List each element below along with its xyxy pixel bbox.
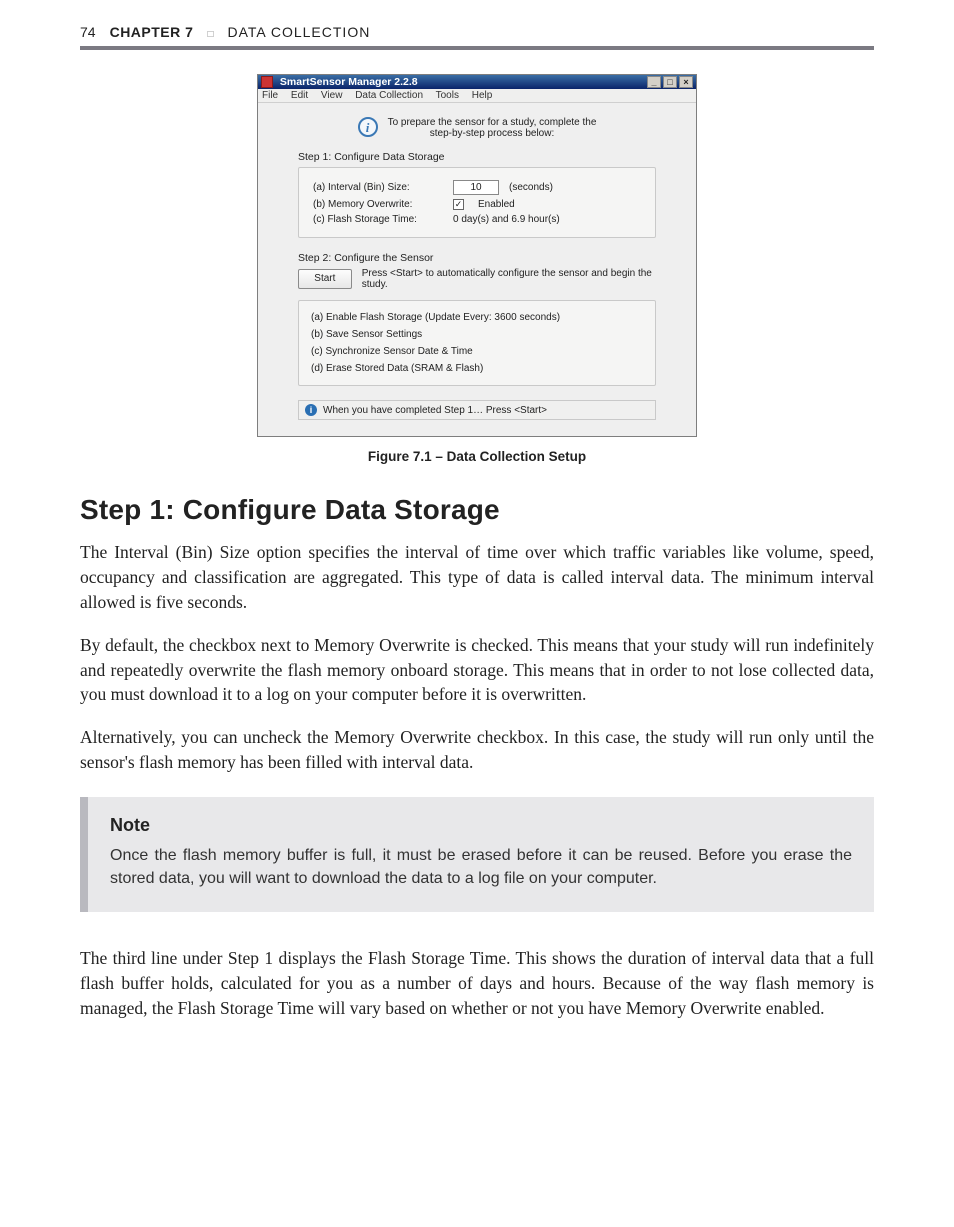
- interval-input[interactable]: 10: [453, 180, 499, 195]
- info-text-1: To prepare the sensor for a study, compl…: [388, 117, 597, 128]
- status-info-icon: i: [305, 404, 317, 416]
- window-titlebar: SmartSensor Manager 2.2.8 _ □ ×: [258, 75, 696, 89]
- status-text: When you have completed Step 1… Press <S…: [323, 405, 547, 416]
- note-body: Once the flash memory buffer is full, it…: [110, 844, 852, 890]
- overwrite-checkbox[interactable]: ✓: [453, 199, 464, 210]
- app-icon: [261, 76, 273, 88]
- para-2: By default, the checkbox next to Memory …: [80, 633, 874, 708]
- menu-help[interactable]: Help: [472, 90, 493, 101]
- interval-label: (a) Interval (Bin) Size:: [313, 182, 443, 193]
- menu-data-collection[interactable]: Data Collection: [355, 90, 423, 101]
- separator-icon: □: [207, 29, 213, 40]
- page-number: 74: [80, 24, 96, 40]
- running-header: 74 CHAPTER 7 □ DATA COLLECTION: [80, 24, 874, 40]
- step2-substeps: (a) Enable Flash Storage (Update Every: …: [298, 300, 656, 386]
- menu-file[interactable]: File: [262, 90, 278, 101]
- section-label: DATA COLLECTION: [227, 24, 370, 40]
- info-banner: i To prepare the sensor for a study, com…: [280, 117, 674, 139]
- maximize-button[interactable]: □: [663, 76, 677, 88]
- menu-view[interactable]: View: [321, 90, 343, 101]
- para-3: Alternatively, you can uncheck the Memor…: [80, 725, 874, 775]
- figure-screenshot: SmartSensor Manager 2.2.8 _ □ × File Edi…: [257, 74, 697, 437]
- note-title: Note: [110, 815, 852, 836]
- minimize-button[interactable]: _: [647, 76, 661, 88]
- storage-time-value: 0 day(s) and 6.9 hour(s): [453, 214, 560, 225]
- storage-time-label: (c) Flash Storage Time:: [313, 214, 443, 225]
- section-heading: Step 1: Configure Data Storage: [80, 494, 874, 526]
- info-icon: i: [358, 117, 378, 137]
- status-bar: i When you have completed Step 1… Press …: [298, 400, 656, 420]
- window-title: SmartSensor Manager 2.2.8: [280, 76, 418, 88]
- window-client-area: i To prepare the sensor for a study, com…: [258, 103, 696, 436]
- step2c: (c) Synchronize Sensor Date & Time: [311, 343, 643, 360]
- interval-unit: (seconds): [509, 182, 553, 193]
- menu-edit[interactable]: Edit: [291, 90, 308, 101]
- app-window: SmartSensor Manager 2.2.8 _ □ × File Edi…: [257, 74, 697, 437]
- header-rule: [80, 46, 874, 50]
- step1-group: (a) Interval (Bin) Size: 10 (seconds) (b…: [298, 167, 656, 238]
- chapter-label: CHAPTER 7: [110, 24, 194, 40]
- para-4: The third line under Step 1 displays the…: [80, 946, 874, 1021]
- start-hint: Press <Start> to automatically configure…: [362, 268, 656, 290]
- overwrite-enabled-text: Enabled: [478, 199, 515, 210]
- para-1: The Interval (Bin) Size option specifies…: [80, 540, 874, 615]
- step2d: (d) Erase Stored Data (SRAM & Flash): [311, 360, 643, 377]
- step2b: (b) Save Sensor Settings: [311, 326, 643, 343]
- start-button[interactable]: Start: [298, 269, 352, 289]
- note-box: Note Once the flash memory buffer is ful…: [80, 797, 874, 912]
- step2a: (a) Enable Flash Storage (Update Every: …: [311, 309, 643, 326]
- overwrite-label: (b) Memory Overwrite:: [313, 199, 443, 210]
- menu-bar: File Edit View Data Collection Tools Hel…: [258, 89, 696, 103]
- menu-tools[interactable]: Tools: [436, 90, 459, 101]
- step1-title: Step 1: Configure Data Storage: [298, 151, 656, 163]
- window-buttons: _ □ ×: [647, 76, 693, 88]
- start-row: Start Press <Start> to automatically con…: [298, 268, 656, 290]
- close-button[interactable]: ×: [679, 76, 693, 88]
- info-text-2: step-by-step process below:: [388, 128, 597, 139]
- step2-title: Step 2: Configure the Sensor: [298, 252, 656, 264]
- figure-caption: Figure 7.1 – Data Collection Setup: [80, 449, 874, 464]
